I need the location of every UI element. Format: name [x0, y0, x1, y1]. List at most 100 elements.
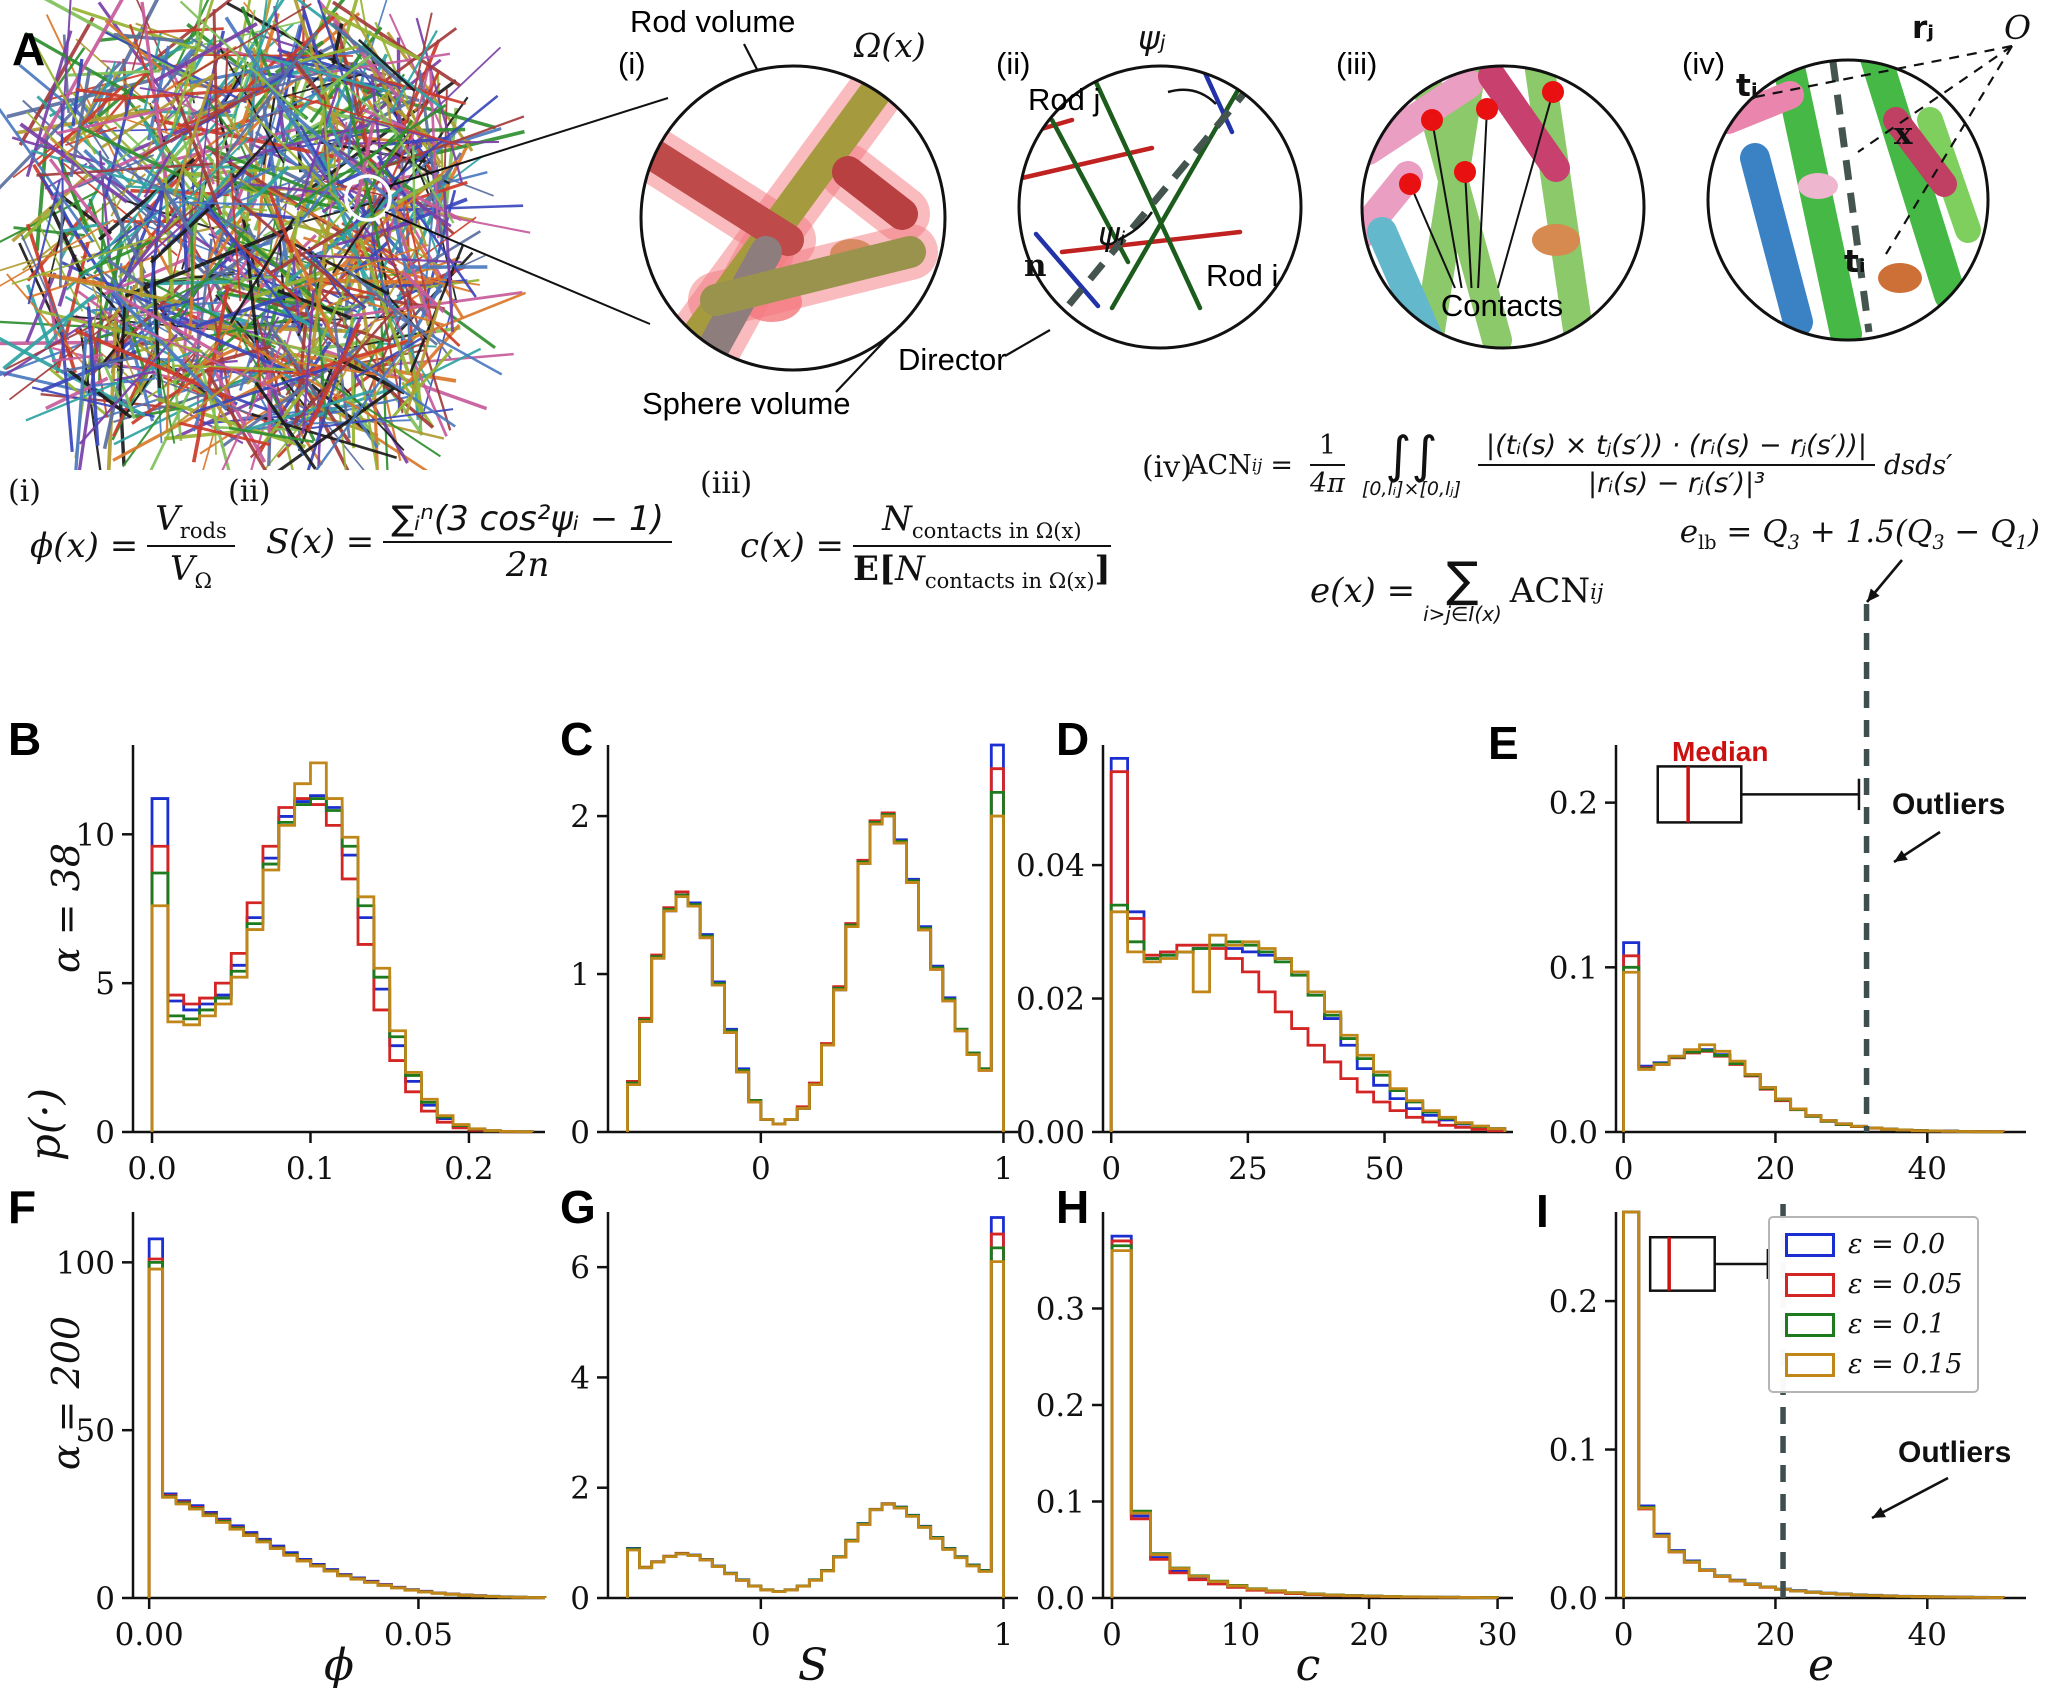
svg-text:1: 1: [570, 957, 590, 993]
legend-label-eps-01: ε = 0.1: [1848, 1309, 1946, 1340]
svg-text:10: 10: [76, 817, 115, 853]
x-axis-title-e: e: [1807, 1640, 1835, 1688]
panel-d-label: D: [1056, 713, 1090, 765]
elb-s2: 3: [1932, 531, 1945, 555]
eq-phi-lhs: ϕ(x) =: [30, 526, 139, 567]
contacts-label: Contacts: [1440, 288, 1564, 323]
svg-text:0.1: 0.1: [1549, 950, 1598, 986]
eq-s-frac: ∑ᵢⁿ(3 cos²ψᵢ − 1) 2n: [383, 500, 672, 584]
integral-domain: [0,lᵢ]×[0,lⱼ]: [1361, 478, 1462, 500]
svg-text:0.1: 0.1: [1036, 1485, 1085, 1521]
median-label: Median: [1672, 736, 1769, 767]
eq-s: S(x) = ∑ᵢⁿ(3 cos²ψᵢ − 1) 2n: [266, 500, 681, 584]
fraction-bar: [1309, 464, 1345, 466]
eq-acn-equals: =: [1270, 449, 1293, 481]
eq-e-rhs: ACN: [1509, 571, 1591, 611]
sum-index: i>j∈I(x): [1423, 602, 1502, 626]
svg-text:0: 0: [1102, 1617, 1122, 1653]
eq-phi-index: (i): [8, 474, 42, 509]
elb-sub: lb: [1698, 531, 1717, 555]
alpha-200-row-label: α = 200: [44, 1315, 88, 1471]
svg-text:30: 30: [1478, 1617, 1517, 1653]
eq-c-frac: Ncontacts in Ω(x) E[Ncontacts in Ω(x)]: [853, 500, 1111, 593]
legend-swatch-eps-01: [1785, 1312, 1835, 1337]
eq-e-lhs: e(x) =: [1310, 571, 1416, 611]
eq-phi-num-sub: rods: [179, 517, 227, 543]
svg-text:0: 0: [1101, 1151, 1121, 1187]
eq-c-num: N: [882, 499, 912, 539]
svg-text:0: 0: [95, 1115, 115, 1151]
omega-x-label: Ω(x): [854, 26, 926, 65]
svg-text:1: 1: [994, 1151, 1014, 1187]
eq-phi: ϕ(x) = Vrods VΩ: [30, 500, 244, 593]
eq-c-den-sub: contacts in Ω(x): [924, 568, 1095, 594]
fraction-bar: [383, 541, 672, 544]
svg-text:0.0: 0.0: [1036, 1581, 1085, 1617]
panel-h-label: H: [1056, 1181, 1090, 1233]
inset-ii-label: (ii): [996, 46, 1031, 81]
svg-text:0.00: 0.00: [1016, 1115, 1085, 1151]
svg-text:0.04: 0.04: [1016, 848, 1085, 884]
eq-s-den: 2n: [505, 545, 550, 586]
eq-c: c(x) = Ncontacts in Ω(x) E[Ncontacts in …: [740, 500, 1120, 593]
x-axis-title-s: S: [797, 1640, 829, 1688]
eq-c-den: N: [895, 549, 925, 590]
svg-text:4: 4: [570, 1360, 590, 1396]
elb-base: e: [1679, 514, 1699, 550]
eq-phi-den: V: [169, 549, 195, 590]
eq-acn-lhs: ACN: [1188, 449, 1252, 481]
svg-text:20: 20: [1756, 1617, 1795, 1653]
legend-label-eps-005: ε = 0.05: [1848, 1269, 1963, 1300]
eq-acn-integrand: |(tᵢ(s) × tⱼ(s′)) · (rᵢ(s) − rⱼ(s′))| |r…: [1478, 429, 1875, 499]
svg-text:0.0: 0.0: [1549, 1581, 1598, 1617]
eq-c-den-post: ]: [1094, 549, 1111, 590]
elb-threshold-annotation: elb = Q3 + 1.5(Q3 − Q1): [1630, 514, 2040, 554]
svg-text:100: 100: [56, 1245, 115, 1281]
eq-acn-prefactor: 1 4π: [1309, 430, 1345, 499]
n-vector-label: n: [1024, 248, 1047, 284]
legend-item-eps-0: ε = 0.0: [1785, 1229, 1962, 1260]
eq-c-index: (iii): [700, 466, 753, 501]
eq-acn-index: (iv): [1142, 450, 1192, 485]
elb-p1: = Q: [1716, 514, 1788, 550]
panel-f-label: F: [8, 1181, 37, 1233]
svg-text:0.00: 0.00: [115, 1617, 184, 1653]
svg-text:0.1: 0.1: [1549, 1433, 1598, 1469]
svg-text:0.1: 0.1: [286, 1151, 335, 1187]
eq-s-num: ∑ᵢⁿ(3 cos²ψᵢ − 1): [391, 499, 664, 539]
outliers-label-i: Outliers: [1898, 1436, 2012, 1469]
rod-j-label: Rod j: [1028, 82, 1101, 117]
svg-text:0: 0: [751, 1617, 771, 1653]
svg-text:0.2: 0.2: [1549, 786, 1598, 822]
eq-phi-den-sub: Ω: [194, 568, 213, 594]
svg-text:20: 20: [1756, 1151, 1795, 1187]
svg-text:10: 10: [1221, 1617, 1260, 1653]
svg-text:6: 6: [570, 1250, 590, 1286]
sum-sign: ∑: [1446, 552, 1479, 608]
psi-i-label: ψᵢ: [1098, 214, 1126, 253]
svg-text:20: 20: [1349, 1617, 1388, 1653]
panel-a-graphics: [0, 0, 2013, 470]
svg-text:1: 1: [994, 1617, 1014, 1653]
svg-text:50: 50: [1365, 1151, 1404, 1187]
legend-swatch-eps-015: [1785, 1352, 1835, 1377]
elb-p3: − Q: [1944, 514, 2016, 550]
legend-label-eps-015: ε = 0.15: [1848, 1349, 1963, 1380]
legend-item-eps-015: ε = 0.15: [1785, 1349, 1962, 1380]
t-j-vector-label: tⱼ: [1736, 68, 1758, 104]
svg-text:2: 2: [570, 799, 590, 835]
eq-s-index: (ii): [228, 474, 271, 509]
eq-phi-num: V: [155, 499, 180, 539]
svg-text:0: 0: [751, 1151, 771, 1187]
panel-b-label: B: [8, 713, 42, 765]
eq-acn-integrand-num: |(tᵢ(s) × tⱼ(s′)) · (rᵢ(s) − rⱼ(s′))|: [1486, 429, 1867, 461]
panel-g-label: G: [560, 1181, 596, 1233]
svg-text:50: 50: [76, 1413, 115, 1449]
svg-text:40: 40: [1908, 1151, 1947, 1187]
legend-swatch-eps-0: [1785, 1232, 1835, 1257]
y-axis-title: p(·): [20, 1088, 70, 1162]
panel-c-label: C: [560, 713, 594, 765]
elb-p4: ): [2027, 514, 2040, 550]
svg-text:0.2: 0.2: [444, 1151, 493, 1187]
